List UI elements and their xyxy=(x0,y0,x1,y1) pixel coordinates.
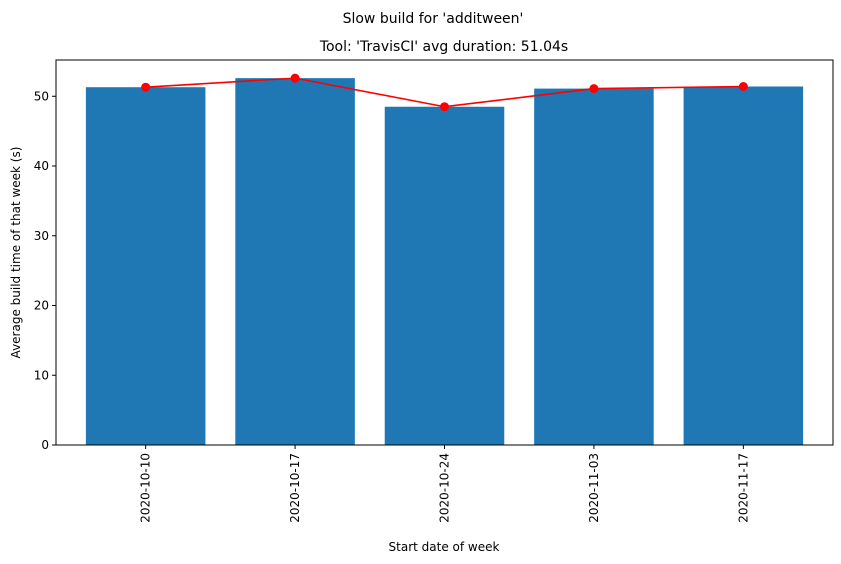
y-tick-label: 20 xyxy=(34,299,49,313)
x-tick-label: 2020-10-17 xyxy=(288,453,302,523)
y-tick-label: 30 xyxy=(34,229,49,243)
x-tick-label: 2020-11-03 xyxy=(587,453,601,523)
x-axis-label: Start date of week xyxy=(389,540,500,554)
bar-2020-10-17 xyxy=(235,78,355,445)
x-tick-label: 2020-10-10 xyxy=(139,453,153,523)
chart-suptitle: Slow build for 'additween' xyxy=(343,11,524,27)
y-axis: 0 10 20 30 40 50 xyxy=(34,89,56,452)
line-point-2020-10-17 xyxy=(290,73,300,83)
y-tick-label: 10 xyxy=(34,368,49,382)
line-series-group xyxy=(141,73,748,112)
x-tick-label: 2020-10-24 xyxy=(438,453,452,523)
line-point-2020-11-03 xyxy=(589,84,599,94)
line-point-2020-11-17 xyxy=(738,82,748,92)
chart-title: Tool: 'TravisCI' avg duration: 51.04s xyxy=(319,39,568,55)
bar-2020-10-24 xyxy=(384,106,505,445)
y-axis-label: Average build time of that week (s) xyxy=(9,147,23,359)
bar-group xyxy=(85,78,804,446)
bar-2020-11-03 xyxy=(534,88,654,446)
line-point-2020-10-10 xyxy=(141,82,151,92)
bar-2020-11-17 xyxy=(683,86,804,445)
y-tick-label: 0 xyxy=(41,438,49,452)
y-tick-label: 50 xyxy=(34,89,49,103)
x-axis: 2020-10-10 2020-10-17 2020-10-24 2020-11-03… xyxy=(139,445,750,523)
bar-2020-10-10 xyxy=(85,87,206,446)
y-tick-label: 40 xyxy=(34,159,49,173)
x-tick-label: 2020-11-17 xyxy=(736,453,750,523)
line-point-2020-10-24 xyxy=(440,102,449,112)
